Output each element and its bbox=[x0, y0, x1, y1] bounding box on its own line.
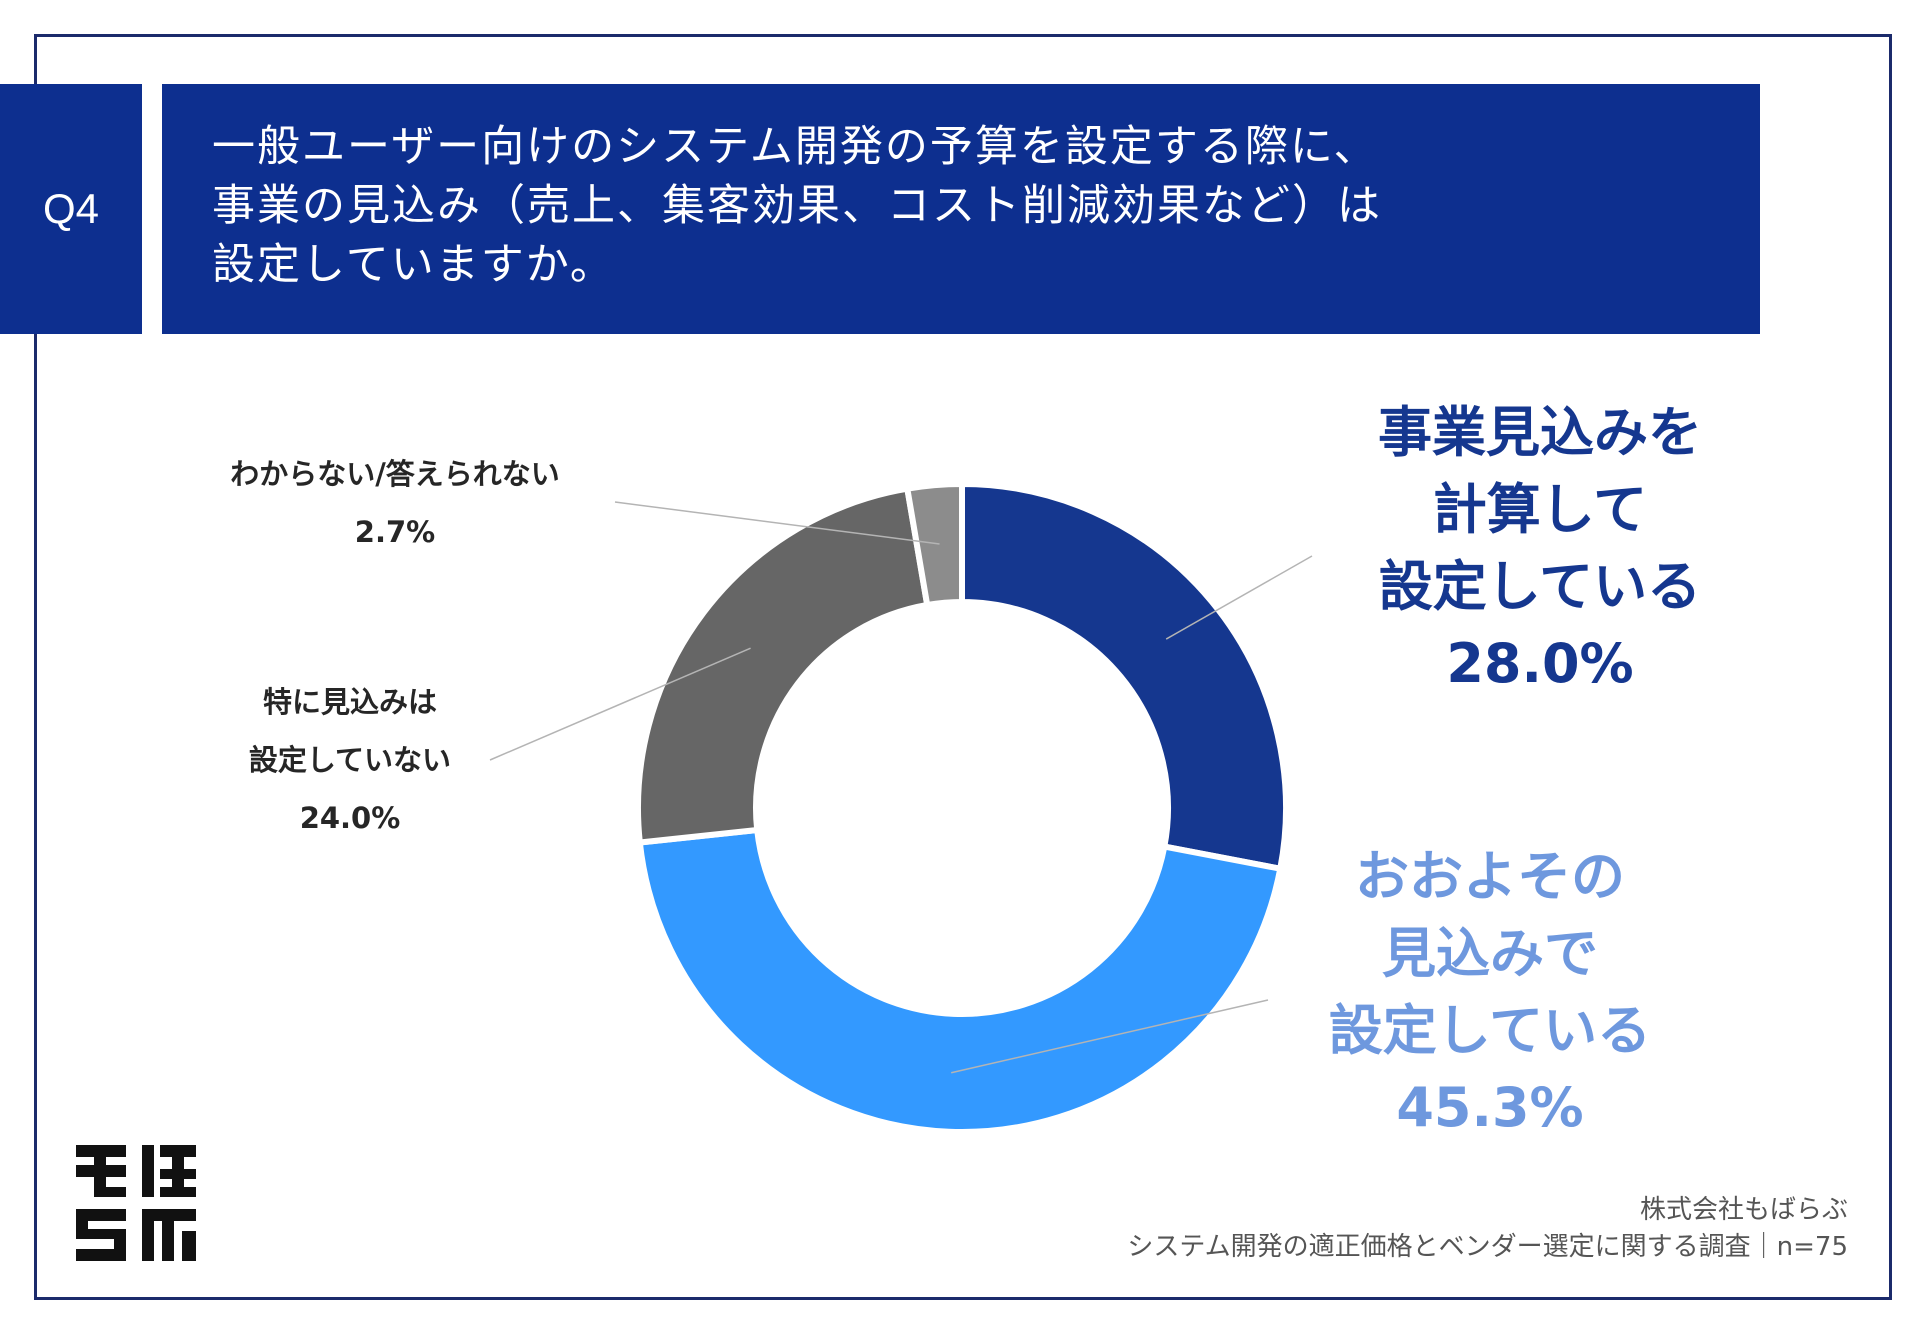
donut-slices bbox=[635, 481, 1289, 1135]
footer: 株式会社もばらぶ システム開発の適正価格とベンダー選定に関する調査｜n=75 bbox=[1127, 1192, 1848, 1266]
slice-value-approximate: 45.3% bbox=[1396, 1076, 1584, 1139]
footer-company: 株式会社もばらぶ bbox=[1639, 1195, 1848, 1225]
footer-survey: システム開発の適正価格とベンダー選定に関する調査｜n=75 bbox=[1127, 1232, 1848, 1262]
slide-frame bbox=[34, 34, 1892, 1300]
slice-label-calculated: 事業見込みを 計算して 設定している 28.0% bbox=[1300, 394, 1780, 702]
leader-line-calculated bbox=[1165, 555, 1313, 640]
slice-label-unknown: わからない/答えられない 2.7% bbox=[180, 445, 610, 561]
slice-label-approximate-line2: 見込みで bbox=[1382, 922, 1598, 985]
slice-label-approximate-line1: おおよその bbox=[1355, 845, 1625, 908]
slice-label-approximate-line3: 設定している bbox=[1328, 999, 1652, 1062]
slice-value-unknown: 2.7% bbox=[354, 515, 436, 549]
slice-label-not-set-line2: 設定していない bbox=[248, 743, 452, 777]
slice-label-approximate: おおよその 見込みで 設定している 45.3% bbox=[1250, 838, 1730, 1146]
donut-slice-calculated bbox=[959, 481, 1289, 872]
mobalab-logo bbox=[76, 1145, 196, 1261]
donut-slice-unknown bbox=[904, 481, 965, 608]
question-number-badge: Q4 bbox=[0, 84, 142, 334]
leader-lines bbox=[489, 501, 1313, 1074]
donut-slice-not-set bbox=[635, 485, 931, 846]
leader-line-approximate bbox=[951, 999, 1269, 1074]
question-line-1: 一般ユーザー向けのシステム開発の予算を設定する際に、 bbox=[212, 122, 1379, 172]
slice-label-calculated-line2: 計算して bbox=[1432, 478, 1648, 541]
question-number: Q4 bbox=[42, 185, 100, 232]
slice-label-calculated-line1: 事業見込みを bbox=[1378, 401, 1702, 464]
leader-line-unknown bbox=[614, 501, 940, 545]
slice-value-calculated: 28.0% bbox=[1446, 632, 1634, 695]
leader-line-not-set bbox=[489, 647, 751, 761]
slice-value-not-set: 24.0% bbox=[299, 801, 401, 835]
slice-label-not-set-line1: 特に見込みは bbox=[262, 685, 437, 719]
slice-label-unknown-line1: わからない/答えられない bbox=[230, 457, 560, 491]
slice-label-calculated-line3: 設定している bbox=[1378, 555, 1702, 618]
question-title-box: 一般ユーザー向けのシステム開発の予算を設定する際に、 事業の見込み（売上、集客効… bbox=[162, 84, 1760, 334]
question-line-2: 事業の見込み（売上、集客効果、コスト削減効果など）は bbox=[212, 181, 1382, 231]
slice-label-not-set: 特に見込みは 設定していない 24.0% bbox=[200, 673, 500, 847]
donut-slice-approximate bbox=[636, 826, 1284, 1135]
question-line-3: 設定していますか。 bbox=[212, 240, 615, 290]
